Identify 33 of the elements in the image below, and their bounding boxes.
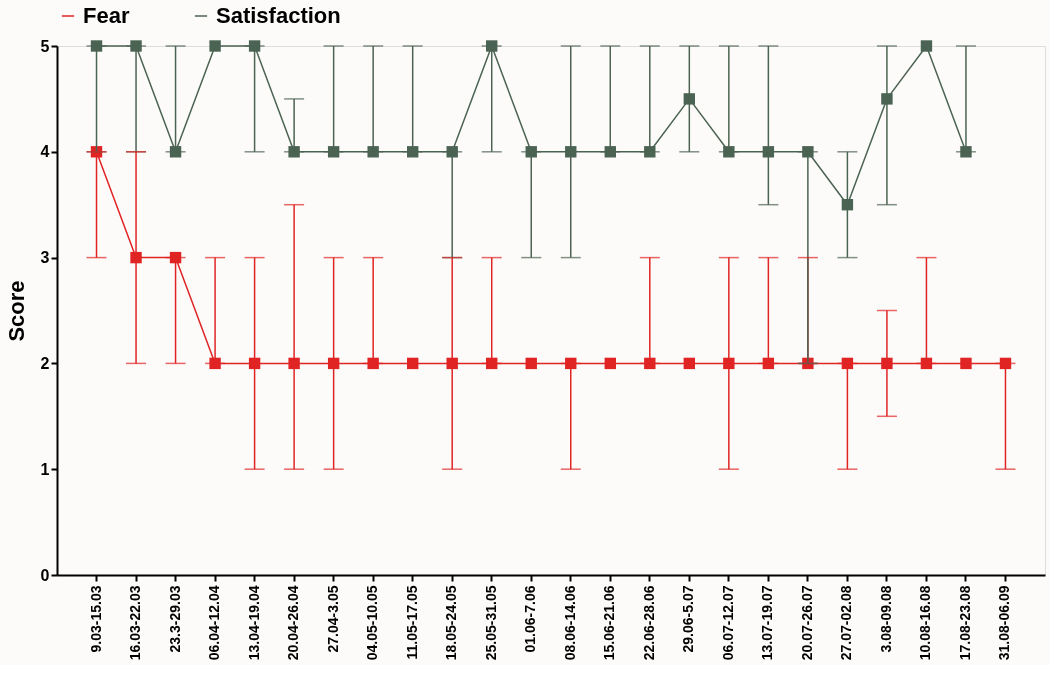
x-tick-label: 06.07-12.07 (719, 585, 736, 661)
x-tick-label: 10.08-16.08 (917, 585, 934, 661)
y-tick-label: 4 (40, 143, 50, 161)
x-tick-label: 04.05-10.05 (364, 585, 381, 661)
x-tick-label: 01.06-7.06 (522, 585, 539, 653)
y-tick-label: 3 (40, 249, 50, 267)
x-tick-label: 23.3-29.03 (166, 585, 183, 653)
x-tick-label: 08.06-14.06 (561, 585, 578, 661)
x-tick-label: 25.05-31.05 (482, 585, 499, 661)
x-tick-label: 20.04-26.04 (285, 585, 302, 661)
x-tick-label: 9.03-15.03 (87, 585, 104, 653)
x-tick-label: 27.04-3.05 (324, 585, 341, 653)
y-tick-label: 0 (40, 566, 50, 584)
x-tick-label: 15.06-21.06 (601, 585, 618, 661)
x-tick-label: 20.07-26.07 (798, 585, 815, 661)
x-tick-label: 27.07-02.08 (838, 585, 855, 661)
x-tick-label: 18.05-24.05 (443, 585, 460, 661)
y-tick-label: 1 (40, 460, 50, 478)
y-tick-label: 2 (40, 354, 50, 372)
x-tick-label: 13.04-19.04 (245, 585, 262, 661)
x-tick-label: 13.07-19.07 (759, 585, 776, 661)
y-axis-title: Score (3, 280, 29, 342)
x-tick-label: 16.03-22.03 (127, 585, 144, 661)
x-tick-label: 06.04-12.04 (206, 585, 223, 661)
legend-label: Fear (83, 3, 130, 28)
x-tick-label: 31.08-06.09 (996, 585, 1013, 661)
legend-label: Satisfaction (216, 3, 341, 28)
x-tick-label: 17.08-23.08 (956, 585, 973, 661)
y-tick-label: 5 (40, 37, 50, 55)
x-tick-label: 29.06-5.07 (680, 585, 697, 653)
x-tick-label: 22.06-28.06 (640, 585, 657, 661)
x-tick-label: 11.05-17.05 (403, 585, 420, 660)
x-tick-label: 3.08-09.08 (877, 585, 894, 653)
